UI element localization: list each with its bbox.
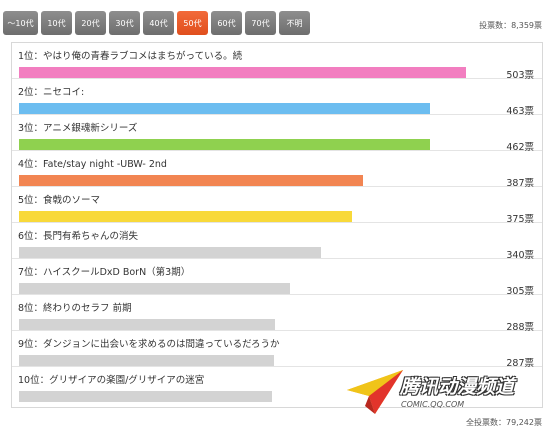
vote-bar: [19, 103, 430, 114]
vote-bar: [19, 355, 274, 366]
vote-count: 287票: [506, 358, 534, 369]
ranking-title: 3位：アニメ銀魂新シリーズ: [18, 123, 138, 134]
ranking-row: 6位：長門有希ちゃんの消失 340票: [12, 223, 542, 261]
ranking-row: 7位：ハイスクールDxD BorN（第3期） 305票: [12, 259, 542, 297]
ranking-title: 1位：やはり俺の青春ラブコメはまちがっている。続: [18, 51, 243, 62]
age-group-tabs: 〜10代 10代 20代 30代 40代 50代 60代 70代 不明: [3, 11, 310, 35]
vote-bar: [19, 247, 321, 258]
tab-age-0[interactable]: 〜10代: [3, 11, 38, 35]
vote-bar: [19, 391, 272, 402]
tab-age-7[interactable]: 70代: [245, 11, 276, 35]
vote-bar: [19, 139, 430, 150]
ranking-row: 2位：ニセコイ: 463票: [12, 79, 542, 117]
vote-bar: [19, 211, 352, 222]
vote-count: 340票: [506, 250, 534, 261]
vote-count: 463票: [506, 106, 534, 117]
vote-bar: [19, 175, 363, 186]
tab-age-3[interactable]: 30代: [109, 11, 140, 35]
ranking-title: 4位：Fate/stay night -UBW- 2nd: [18, 159, 167, 170]
ranking-title: 7位：ハイスクールDxD BorN（第3期）: [18, 267, 191, 278]
ranking-title: 9位：ダンジョンに出会いを求めるのは間違っているだろうか: [18, 339, 280, 350]
ranking-row: 8位：終わりのセラフ 前期 288票: [12, 295, 542, 333]
watermark-text: 腾讯动漫频道: [400, 376, 515, 398]
vote-count-top: 投票数：8,359票: [479, 21, 542, 30]
paper-plane-logo-icon: [347, 370, 403, 414]
ranking-list: 1位：やはり俺の青春ラブコメはまちがっている。続 503票 2位：ニセコイ: 463票…: [11, 42, 543, 408]
ranking-title: 2位：ニセコイ:: [18, 87, 85, 98]
vote-count: 503票: [506, 70, 534, 81]
tab-age-8[interactable]: 不明: [279, 11, 310, 35]
ranking-row: 3位：アニメ銀魂新シリーズ 462票: [12, 115, 542, 153]
ranking-title: 10位：グリザイアの楽園/グリザイアの迷宮: [18, 375, 205, 386]
ranking-title: 5位：食戟のソーマ: [18, 195, 101, 206]
tab-age-2[interactable]: 20代: [75, 11, 106, 35]
tab-age-4[interactable]: 40代: [143, 11, 174, 35]
ranking-title: 8位：終わりのセラフ 前期: [18, 303, 132, 314]
ranking-row: 1位：やはり俺の青春ラブコメはまちがっている。続 503票: [12, 43, 542, 81]
vote-count: 387票: [506, 178, 534, 189]
vote-count: 462票: [506, 142, 534, 153]
ranking-row: 10位：グリザイアの楽園/グリザイアの迷宮: [12, 367, 542, 403]
ranking-row: 4位：Fate/stay night -UBW- 2nd 387票: [12, 151, 542, 189]
ranking-title: 6位：長門有希ちゃんの消失: [18, 231, 139, 242]
vote-count: 305票: [506, 286, 534, 297]
tab-age-6[interactable]: 60代: [211, 11, 242, 35]
watermark: 腾讯动漫频道 COMIC.QQ.COM: [345, 368, 545, 416]
vote-count: 288票: [506, 322, 534, 333]
tab-age-5[interactable]: 50代: [177, 11, 208, 35]
watermark-url: COMIC.QQ.COM: [401, 400, 465, 409]
tab-age-1[interactable]: 10代: [41, 11, 72, 35]
vote-bar: [19, 283, 290, 294]
vote-count-bottom: 全投票数：79,242票: [466, 418, 542, 427]
ranking-row: 9位：ダンジョンに出会いを求めるのは間違っているだろうか 287票: [12, 331, 542, 369]
vote-count: 375票: [506, 214, 534, 225]
vote-bar: [19, 67, 466, 78]
vote-bar: [19, 319, 275, 330]
ranking-row: 5位：食戟のソーマ 375票: [12, 187, 542, 225]
